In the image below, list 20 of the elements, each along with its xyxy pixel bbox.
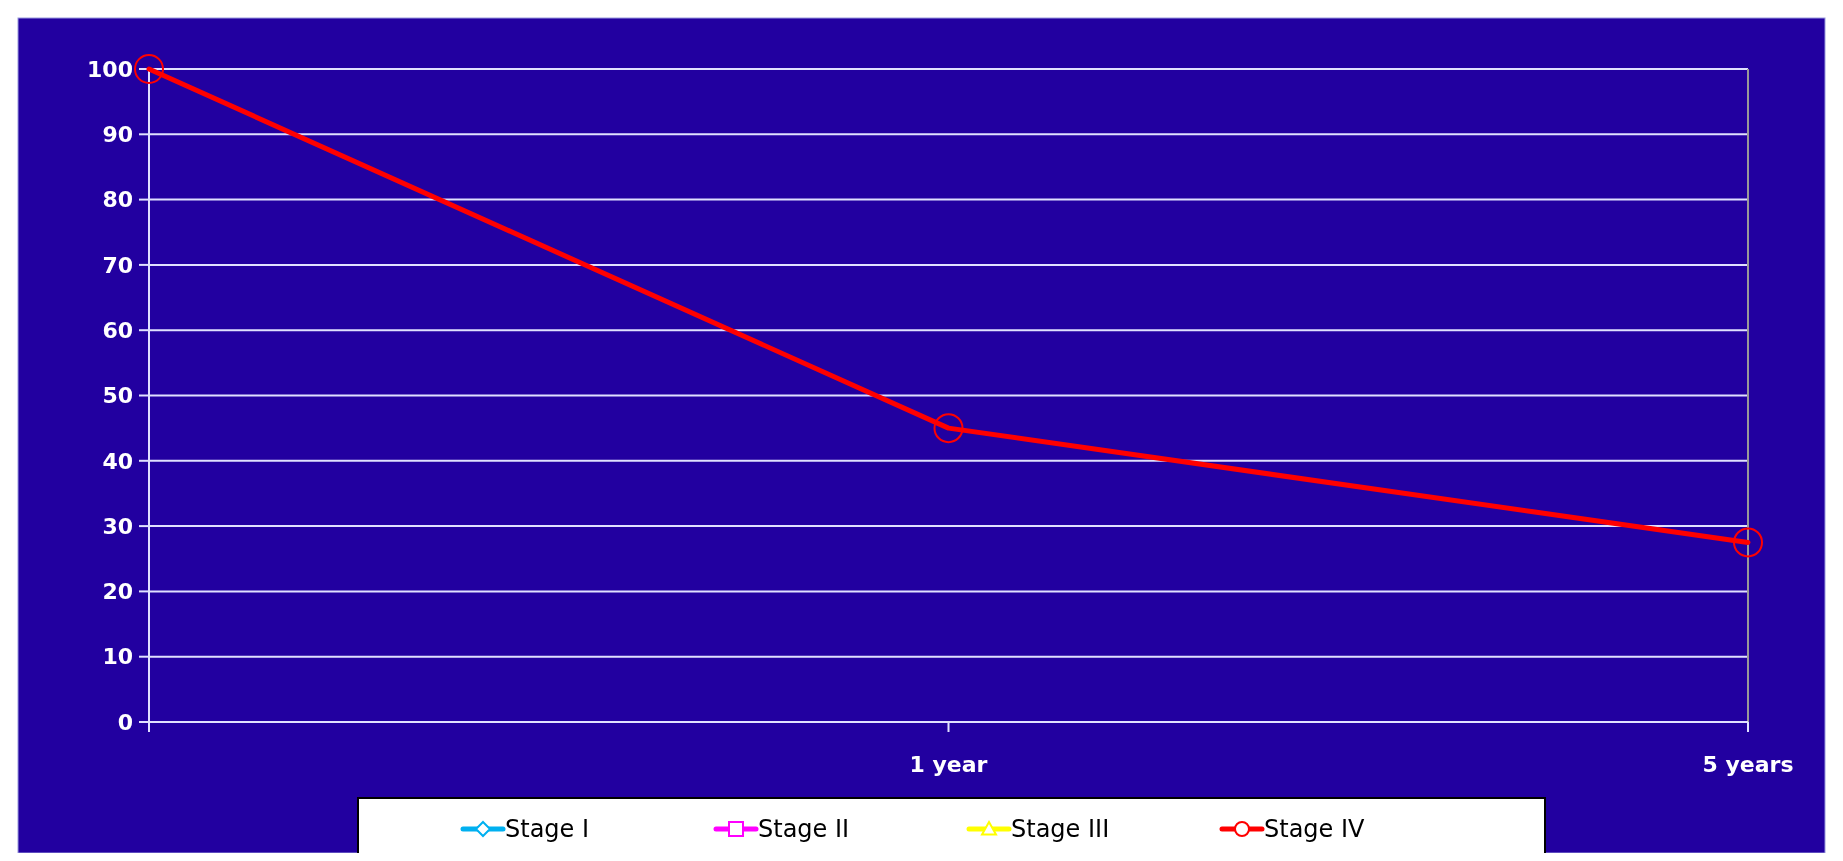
point — [1733, 527, 1763, 558]
y-tick-label: 0 — [117, 709, 133, 735]
y-tick-label: 100 — [87, 56, 133, 82]
y-tick-label: 50 — [102, 383, 133, 409]
y-tick-label: 70 — [102, 252, 133, 278]
point — [933, 413, 964, 444]
x-tick-label: 5 years — [1702, 752, 1794, 777]
legend-label: Stage I — [505, 815, 590, 844]
y-tick-label: 40 — [102, 448, 133, 474]
point — [134, 54, 164, 84]
x-tick-label: 1 year — [909, 752, 988, 777]
legend-label: Stage IV — [1264, 815, 1366, 844]
legend-label: Stage III — [1011, 815, 1110, 844]
y-tick-label: 10 — [102, 644, 133, 670]
y-tick-label: 80 — [102, 187, 133, 213]
y-tick-label: 60 — [102, 317, 133, 343]
legend-label: Stage II — [758, 815, 850, 844]
y-tick-label: 20 — [102, 579, 133, 605]
y-tick-label: 90 — [102, 122, 133, 147]
y-tick-label: 30 — [102, 513, 133, 539]
